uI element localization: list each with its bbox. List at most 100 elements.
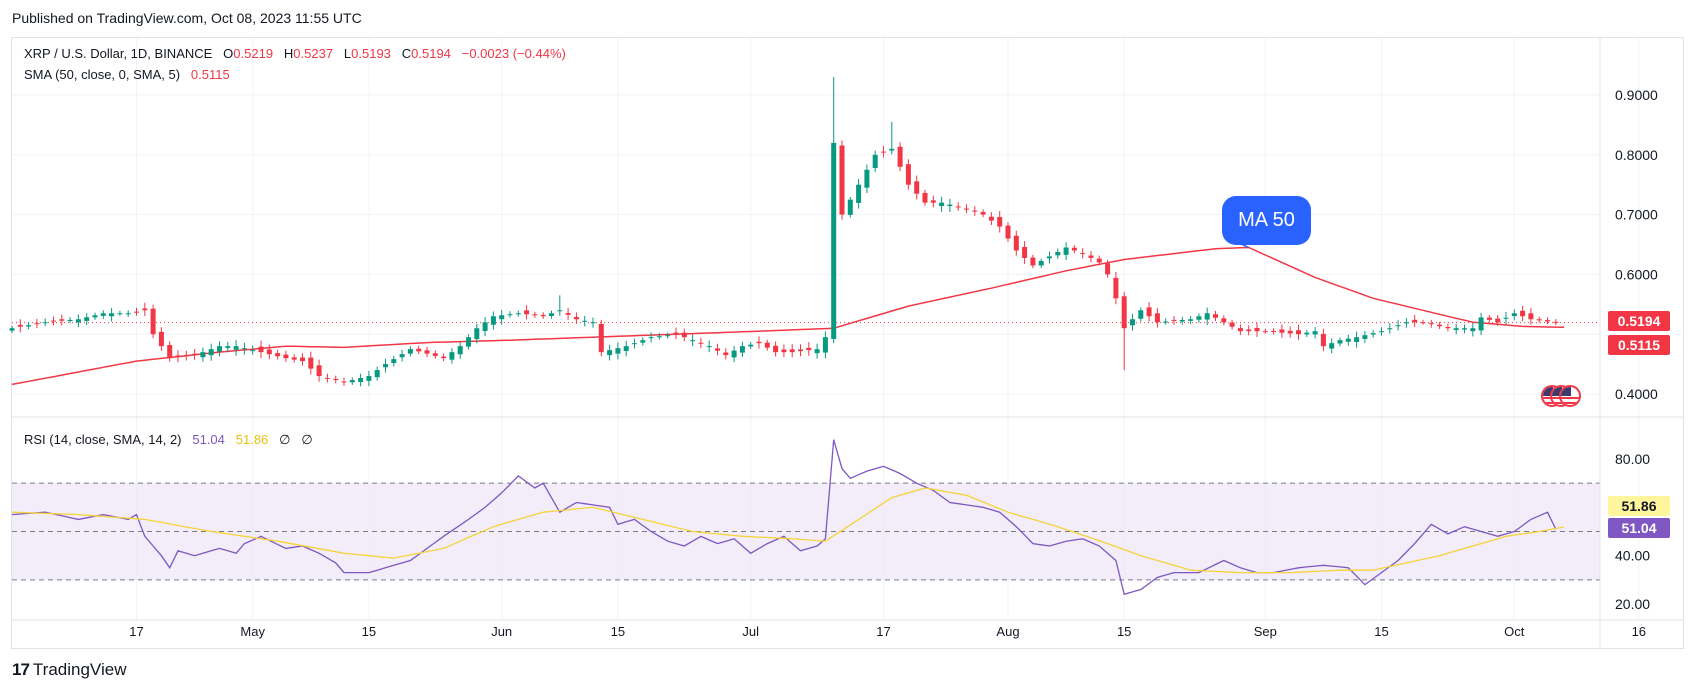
rsi-sma-value: 51.86 [235, 432, 269, 447]
candle-body [881, 151, 886, 153]
candle-body [748, 344, 754, 347]
candle-body [175, 355, 181, 358]
candle-body [449, 352, 455, 360]
candle-body [1221, 318, 1227, 323]
axes: 0.9000 0.8000 0.7000 0.6000 0.4000 80.00 40.00… [12, 38, 1683, 648]
candle-body [241, 348, 247, 350]
candle-body [283, 354, 289, 359]
x-tick-label: Oct [1504, 624, 1525, 639]
candle-body [490, 316, 496, 325]
x-tick-label: Jul [742, 624, 759, 639]
tradingview-logo[interactable]: 17 TradingView [12, 660, 126, 680]
candle-body [225, 346, 231, 348]
price-tick-label: 0.4000 [1615, 386, 1658, 402]
candle-body [964, 208, 969, 210]
candle-body [482, 322, 488, 332]
candle-body [1171, 319, 1177, 321]
us-flag-icon[interactable] [1559, 385, 1581, 407]
rsi-value: 51.04 [192, 432, 225, 447]
candle-body [582, 320, 588, 322]
close-label: C [401, 46, 412, 61]
candle-body [1437, 324, 1443, 327]
candle-body [607, 350, 613, 356]
candle-body [125, 313, 131, 315]
candle-body [466, 337, 471, 347]
candle-body [266, 349, 272, 355]
candle-body [1130, 319, 1135, 326]
candle-body [1154, 313, 1160, 323]
candle-body [1412, 319, 1418, 323]
candle-body [1329, 343, 1335, 349]
candle-body [922, 192, 928, 203]
candle-body [1188, 319, 1194, 321]
candle-body [399, 354, 405, 358]
x-tick-label: 15 [1117, 624, 1131, 639]
candle-body [1445, 326, 1451, 329]
candle-body [847, 199, 853, 215]
candle-body [598, 324, 604, 353]
candle-body [1196, 316, 1202, 320]
candle-body [1320, 333, 1326, 347]
candle-body [1403, 322, 1409, 324]
candle-body [656, 336, 662, 338]
close-value: 0.5194 [411, 46, 451, 61]
candle-body [1337, 340, 1343, 344]
candle-body [565, 313, 571, 315]
candle-body [1296, 330, 1301, 335]
low-label: L [343, 46, 352, 61]
candle-body [1304, 332, 1310, 335]
candle-body [798, 349, 803, 352]
sma-value: 0.5115 [190, 67, 230, 82]
candle-body [316, 365, 322, 377]
candle-body [109, 313, 115, 317]
candle-body [432, 353, 438, 356]
candle-body [424, 350, 430, 354]
sma-label: SMA (50, close, 0, SMA, 5) [24, 67, 181, 82]
candle-body [208, 349, 214, 356]
sma-line-layer [11, 239, 1565, 386]
candle-body [1470, 328, 1476, 332]
candle-body [756, 341, 762, 344]
candle-body [183, 355, 189, 357]
candle-body [648, 337, 654, 339]
candle-body [75, 319, 81, 323]
candlestick-series [9, 77, 1559, 387]
candle-body [789, 349, 795, 353]
candle-body [374, 370, 380, 378]
candle-body [515, 313, 521, 315]
candle-body [897, 146, 903, 167]
candle-body [1022, 246, 1028, 258]
ma50-annotation[interactable]: MA 50 [1222, 196, 1311, 245]
x-tick-label: Aug [996, 624, 1019, 639]
candle-body [1503, 317, 1509, 319]
candle-body [524, 310, 530, 315]
candle-body [142, 308, 148, 311]
candle-body [1279, 329, 1285, 333]
candle-body [1312, 331, 1318, 335]
rsi-extra-1: ∅ [279, 432, 291, 447]
candle-body [806, 347, 812, 351]
x-tick-label: Sep [1254, 624, 1277, 639]
candle-body [167, 345, 173, 359]
candle-body [84, 317, 90, 321]
candle-body [300, 357, 305, 362]
rsi-tick-label: 20.00 [1615, 596, 1650, 612]
candle-body [988, 216, 994, 221]
candle-body [17, 324, 23, 327]
candle-body [764, 342, 770, 348]
candle-body [1237, 328, 1243, 332]
candle-body [623, 346, 629, 352]
open-value: 0.5219 [233, 46, 274, 61]
candle-body [872, 154, 878, 168]
candle-body [507, 314, 513, 316]
candle-body [1428, 323, 1434, 325]
candle-body [1088, 255, 1094, 258]
price-tick-label: 0.6000 [1615, 266, 1658, 282]
candle-body [1395, 325, 1401, 327]
candle-body [822, 337, 828, 353]
candle-body [1520, 310, 1526, 317]
candle-body [308, 357, 314, 369]
candle-body [905, 164, 911, 185]
candle-body [1071, 247, 1077, 251]
